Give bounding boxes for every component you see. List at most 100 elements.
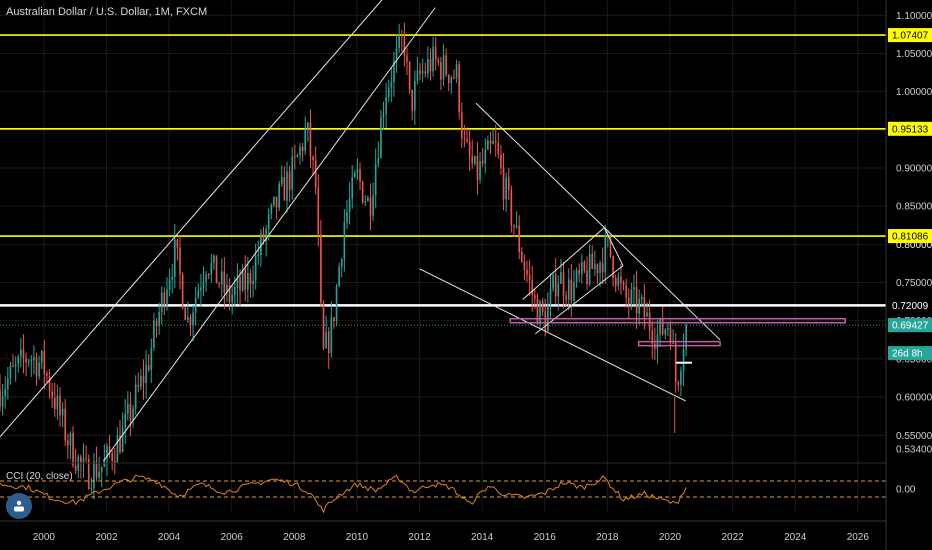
candle-up [664,328,667,340]
drawn-trendlines[interactable] [0,0,721,462]
candle-body [398,35,400,48]
price-axis-tick[interactable]: 0.60000 [896,393,932,404]
candle-body [385,97,387,115]
candle-up [30,354,33,377]
candle-down [95,446,98,482]
candle-body [27,361,30,363]
candle-body [356,169,359,173]
trendline[interactable] [0,0,383,438]
candle-body [291,156,294,190]
candle-up [270,203,273,220]
candle-body [160,292,163,313]
candle-down [317,174,320,247]
candle-body [108,446,111,454]
price-axis-tick[interactable]: 0.55000 [896,431,932,442]
candle-up [241,264,244,292]
candle-up [354,169,356,179]
candle-body [181,274,184,309]
candle-body [575,270,578,283]
cci-pane[interactable] [0,462,886,514]
tradingview-logo[interactable] [6,493,32,519]
candle-body [194,297,197,313]
trendline[interactable] [522,227,605,300]
candle-body [325,331,327,348]
trendline[interactable] [102,7,436,462]
time-axis-tick[interactable]: 2014 [471,532,494,543]
cci-line [0,474,687,514]
cci-axis-tick[interactable]: 0.00 [896,485,916,496]
trendline[interactable] [603,227,624,266]
candle-body [614,278,617,286]
zone-rectangle[interactable] [509,317,847,324]
price-axis-tick[interactable]: 1.00000 [896,87,932,98]
time-axis-tick[interactable]: 2010 [346,532,369,543]
candle-body [544,311,547,332]
zones[interactable] [509,317,847,364]
candle-body [137,384,140,387]
candle-body [351,176,354,199]
candle-body [210,262,213,275]
candle-body [387,87,390,98]
candle-down [43,339,46,390]
time-axis-tick[interactable]: 2024 [784,532,807,543]
candle-body [304,130,307,152]
candle-up [171,263,173,294]
time-axis-tick[interactable]: 2008 [283,532,306,543]
time-axis-tick[interactable]: 2018 [596,532,619,543]
candle-body [601,262,604,273]
candle-down [181,272,184,310]
candle-body [252,280,254,285]
candle-down [411,89,414,121]
candle-body [570,279,573,301]
candle-body [369,197,372,216]
candle-body [612,256,614,279]
candle-body [25,358,27,363]
candle-body [648,312,651,331]
candle-up [560,258,562,285]
time-axis-tick[interactable]: 2016 [534,532,557,543]
candle-body [142,375,145,384]
time-axis-tick[interactable]: 2012 [408,532,431,543]
price-axis-tick[interactable]: 0.80000 [896,240,932,251]
horizontal-levels[interactable] [0,34,886,326]
price-axis-tick[interactable]: 1.10000 [896,11,932,22]
candle-up [33,345,35,375]
price-axis-tick[interactable]: 0.75000 [896,278,932,289]
candle-down [460,102,463,148]
time-axis-tick[interactable]: 2022 [721,532,744,543]
trendline[interactable] [475,102,721,341]
candle-down [369,183,372,231]
candle-body [100,466,103,472]
candle-body [278,183,280,208]
candle-down [163,287,166,315]
candle-up [382,101,385,130]
time-axis-tick[interactable]: 2026 [847,532,870,543]
candle-body [307,122,309,131]
candle-body [414,80,416,111]
time-axis-tick[interactable]: 2006 [221,532,244,543]
candle-body [596,264,599,274]
candle-body [145,364,147,384]
candle-up [82,443,85,479]
time-axis-tick[interactable]: 2002 [95,532,118,543]
candle-up [372,182,374,222]
zone-rectangle[interactable] [637,340,721,347]
candle-down [513,224,515,237]
candle-up [338,262,340,288]
time-axis-tick[interactable]: 2000 [33,532,56,543]
candle-down [507,168,510,201]
candle-up [252,265,254,298]
price-axis-tick[interactable]: 1.05000 [896,49,932,60]
candle-down [223,257,226,309]
time-axis-tick[interactable]: 2020 [659,532,682,543]
candle-body [364,201,367,203]
candle-up [40,350,43,369]
price-axis-tick[interactable]: 0.90000 [896,164,932,175]
candle-down [333,316,335,329]
trendline[interactable] [419,268,686,402]
candle-body [440,62,442,80]
chart-title: Australian Dollar / U.S. Dollar, 1M, FXC… [6,6,208,18]
time-axis-tick[interactable]: 2004 [158,532,181,543]
price-axis-tick[interactable]: 0.85000 [896,202,932,213]
